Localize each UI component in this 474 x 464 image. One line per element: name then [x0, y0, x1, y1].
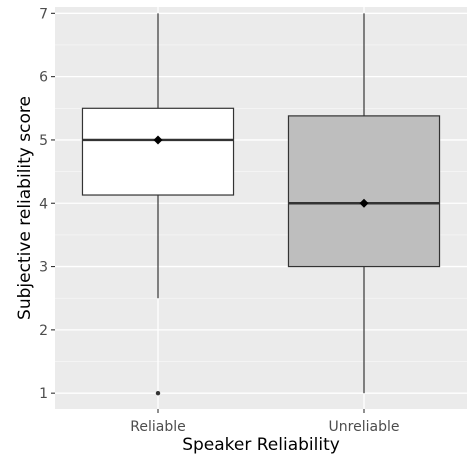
y-tick-label: 3: [39, 260, 48, 276]
x-tick-label: Reliable: [130, 419, 185, 435]
mean-marker: [359, 198, 369, 208]
y-tick-label: 4: [39, 196, 48, 212]
x-tick-label: Unreliable: [329, 419, 400, 435]
y-tick-label: 1: [39, 386, 48, 402]
box-reliable: [81, 13, 235, 396]
y-axis: 1 2 3 4 5 6 7: [39, 6, 55, 402]
outlier-point: [155, 390, 161, 396]
x-axis-title: Speaker Reliability: [182, 435, 340, 455]
box-unreliable: [287, 13, 441, 394]
box-body: [287, 115, 441, 268]
y-tick-label: 6: [39, 70, 48, 86]
y-axis-title: Subjective reliability score: [15, 96, 35, 320]
box-body: [81, 107, 235, 196]
y-tick-label: 7: [39, 6, 48, 22]
x-axis: Reliable Unreliable: [130, 409, 399, 435]
y-tick-label: 5: [39, 133, 48, 149]
box-series: [81, 13, 441, 396]
mean-marker: [153, 135, 163, 145]
y-tick-label: 2: [39, 323, 48, 339]
